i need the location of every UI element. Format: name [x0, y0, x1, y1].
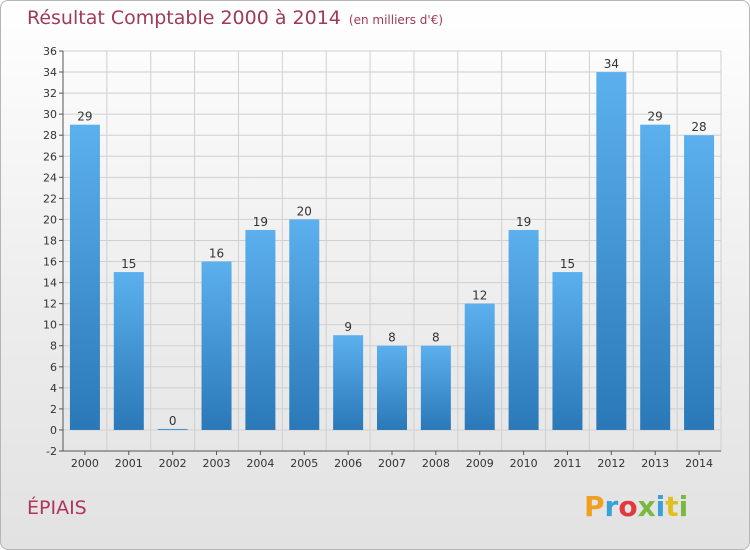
data-label-2005: 20 — [297, 204, 312, 218]
logo-letter: P — [584, 490, 605, 523]
logo-letter: i — [678, 490, 689, 523]
y-tick-label: 10 — [43, 319, 57, 332]
chart-title: Résultat Comptable 2000 à 2014 (en millie… — [27, 7, 443, 29]
chart-title-text: Résultat Comptable 2000 à 2014 — [27, 7, 341, 29]
bar-2004 — [245, 229, 276, 430]
y-tick-label: 0 — [50, 424, 57, 437]
x-tick-label-2012: 2012 — [597, 457, 625, 470]
proxiti-logo: Proxiti — [584, 490, 688, 523]
data-labels: 29 15 0 16 19 20 9 8 8 12 19 15 34 29 28 — [77, 57, 706, 428]
data-label-2008: 8 — [432, 331, 440, 345]
logo-letter: o — [618, 490, 638, 523]
x-tick-label-2000: 2000 — [71, 457, 99, 470]
x-tick-label-2008: 2008 — [422, 457, 450, 470]
x-tick-label-2014: 2014 — [685, 457, 713, 470]
y-tick-label: 12 — [43, 298, 57, 311]
x-tick-label-2005: 2005 — [290, 457, 318, 470]
data-label-2003: 16 — [209, 247, 224, 261]
y-tick-label: 32 — [43, 87, 57, 100]
data-label-2001: 15 — [121, 257, 136, 271]
y-tick-label: 20 — [43, 213, 57, 226]
x-tick-labels: 2000 2001 2002 2003 2004 2005 2006 2007 2008 2009… — [71, 457, 713, 470]
bar-2007 — [377, 345, 407, 430]
x-tick-label-2011: 2011 — [553, 457, 581, 470]
logo-letter: r — [604, 490, 619, 523]
bar-2011 — [552, 272, 583, 430]
bar-2013 — [640, 124, 671, 430]
axes — [59, 50, 721, 455]
bars — [69, 72, 715, 430]
data-label-2004: 19 — [253, 215, 268, 229]
y-tick-label: 30 — [43, 108, 57, 121]
x-tick-label-2009: 2009 — [466, 457, 494, 470]
data-label-2000: 29 — [77, 110, 92, 124]
logo-letter: x — [637, 490, 656, 523]
bar-2014 — [684, 135, 715, 430]
bar-2009 — [464, 303, 495, 430]
bar-2010 — [508, 229, 539, 430]
bar-2006 — [333, 335, 364, 430]
y-tick-label: 34 — [43, 66, 57, 79]
data-label-2013: 29 — [648, 110, 663, 124]
data-label-2011: 15 — [560, 257, 575, 271]
data-label-2007: 8 — [388, 331, 396, 345]
x-tick-label-2001: 2001 — [115, 457, 143, 470]
bar-2003 — [201, 261, 232, 430]
y-tick-label: 26 — [43, 150, 57, 163]
x-tick-label-2003: 2003 — [203, 457, 231, 470]
y-tick-label: 2 — [50, 403, 57, 416]
bar-2000 — [69, 124, 100, 430]
bar-2002 — [157, 428, 188, 430]
x-tick-label-2007: 2007 — [378, 457, 406, 470]
y-tick-label: -2 — [46, 445, 57, 458]
x-tick-label-2013: 2013 — [641, 457, 669, 470]
logo-letter: t — [665, 490, 679, 523]
y-tick-label: 8 — [50, 340, 57, 353]
logo-letter: i — [655, 490, 666, 523]
y-tick-label: 24 — [43, 171, 57, 184]
data-label-2009: 12 — [472, 289, 487, 303]
y-tick-label: 18 — [43, 234, 57, 247]
bar-2001 — [113, 272, 144, 430]
bar-2012 — [596, 72, 627, 430]
data-label-2014: 28 — [691, 120, 706, 134]
y-tick-label: 28 — [43, 129, 57, 142]
y-tick-label: 14 — [43, 277, 57, 290]
x-tick-label-2002: 2002 — [159, 457, 187, 470]
data-label-2006: 9 — [344, 320, 352, 334]
y-tick-label: 22 — [43, 192, 57, 205]
y-tick-label: 6 — [50, 361, 57, 374]
data-label-2012: 34 — [604, 57, 619, 71]
y-tick-label: 36 — [43, 45, 57, 58]
y-tick-label: 4 — [50, 382, 57, 395]
data-label-2002: 0 — [169, 414, 177, 428]
bar-2005 — [289, 219, 320, 430]
y-tick-label: 16 — [43, 256, 57, 269]
bar-2008 — [420, 345, 451, 430]
data-label-2010: 19 — [516, 215, 531, 229]
x-tick-label-2004: 2004 — [246, 457, 274, 470]
commune-name: ÉPIAIS — [27, 497, 87, 519]
chart-subtitle: (en milliers d'€) — [348, 13, 444, 27]
x-tick-label-2010: 2010 — [510, 457, 538, 470]
x-tick-label-2006: 2006 — [334, 457, 362, 470]
